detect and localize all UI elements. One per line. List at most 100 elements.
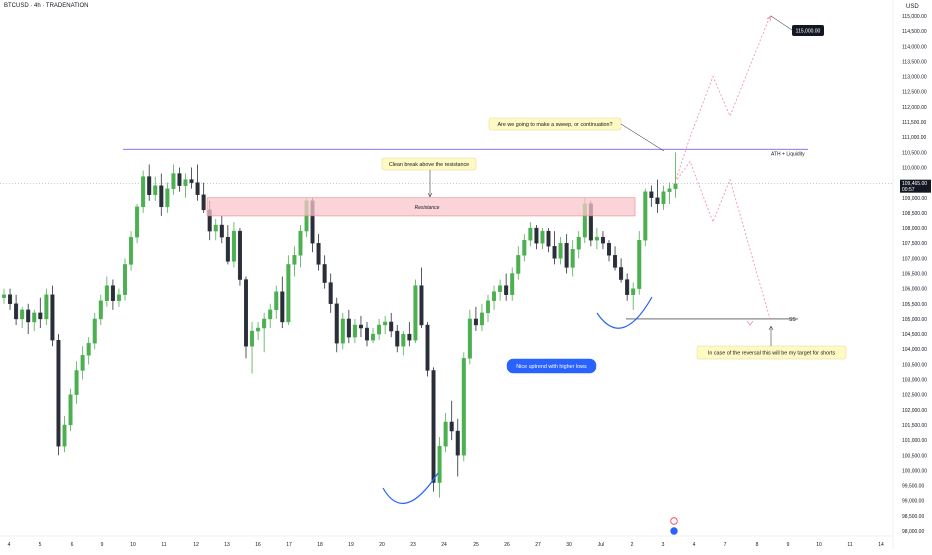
time-tick-label: 19 — [348, 542, 354, 548]
time-tick-label: 11 — [161, 542, 166, 548]
candle-body — [141, 176, 146, 208]
target-price-box — [792, 25, 824, 36]
price-tick-label: 109,000.00 — [902, 196, 927, 202]
candle-body — [274, 291, 279, 311]
candle-body — [110, 285, 115, 301]
time-tick-label: 7 — [724, 542, 727, 548]
price-tick-label: 107,500.00 — [902, 241, 927, 247]
time-tick-label: 25 — [473, 542, 479, 548]
time-tick-label: 18 — [317, 542, 323, 548]
price-tick-label: 111,000.00 — [902, 135, 927, 141]
candle-body — [594, 236, 599, 241]
last-price-countdown: 00:57 — [902, 187, 915, 193]
candle-body — [280, 291, 285, 323]
time-tick-label: 26 — [504, 542, 510, 548]
candle-body — [395, 330, 400, 347]
projection-down-path — [674, 160, 771, 320]
candle-body — [613, 255, 618, 268]
price-tick-label: 110,000.00 — [902, 165, 927, 171]
symbol-title: BTCUSD · 4h · TRADENATION — [4, 3, 89, 9]
time-tick-label: 27 — [535, 542, 541, 548]
time-tick-label: 13 — [224, 542, 230, 548]
candle-body — [389, 321, 394, 332]
candle-body — [667, 188, 672, 192]
candle-body — [401, 333, 406, 347]
zones-layer: Resistance — [206, 197, 636, 217]
projection-up-path — [674, 15, 771, 183]
clean-break-arrowhead — [427, 192, 433, 198]
sweep-question-note: Are we going to make a sweep, or continu… — [488, 117, 622, 131]
candle-body — [607, 243, 612, 256]
price-tick-label: 103,500.00 — [902, 362, 927, 368]
candle-body — [104, 285, 109, 301]
candle-body — [431, 370, 436, 483]
candle-body — [8, 294, 13, 304]
sweep-pointer — [620, 123, 665, 152]
price-tick-label: 101,500.00 — [902, 423, 927, 429]
price-tick-label: 98,500.00 — [902, 514, 924, 520]
annotations-layer: Are we going to make a sweep, or continu… — [381, 15, 847, 535]
price-tick-label: 102,500.00 — [902, 393, 927, 399]
candle-body — [371, 333, 376, 341]
candle-body — [183, 179, 188, 186]
candle-body — [334, 303, 339, 344]
candle-body — [122, 264, 127, 295]
candle-body — [522, 239, 527, 256]
candle-body — [86, 342, 91, 356]
candle-body — [74, 370, 79, 395]
clean-break-note: Clean break above the resistance — [381, 157, 477, 171]
target-price-text: 115,000.00 — [796, 29, 821, 35]
candle-body — [26, 309, 31, 323]
candle-body — [159, 185, 164, 208]
price-tick-label: 104,000.00 — [902, 347, 927, 353]
candle-body — [486, 300, 491, 314]
candle-body — [407, 333, 412, 341]
candle-body — [153, 185, 158, 195]
time-tick-label: 10 — [816, 542, 822, 548]
price-axis[interactable]: 98,000.00 98,500.00 99,000.00 99,500.00 100,… — [892, 0, 931, 550]
price-tick-label: 101,000.00 — [902, 438, 927, 444]
resistance-label: Resistance — [415, 205, 440, 211]
price-tick-label: 105,000.00 — [902, 317, 927, 323]
price-tick-label: 113,500.00 — [902, 59, 927, 65]
candle-body — [32, 312, 37, 323]
price-tick-label: 98,000.00 — [902, 529, 924, 535]
candle-body — [437, 445, 442, 483]
price-tick-label: 114,500.00 — [902, 29, 927, 35]
candle-body — [655, 197, 660, 205]
candle-body — [328, 282, 333, 304]
candle-body — [383, 321, 388, 326]
time-tick-label: 24 — [441, 542, 447, 548]
candle-body — [365, 327, 370, 341]
event-icon-1 — [670, 517, 678, 525]
candle-body — [201, 194, 206, 211]
candles-layer — [0, 152, 893, 498]
candle-body — [225, 236, 230, 262]
time-tick-label: 12 — [193, 542, 199, 548]
candle-body — [649, 191, 654, 198]
levels-layer: ATH + Liquidity SS — [123, 148, 808, 323]
candle-body — [213, 224, 218, 232]
price-tick-label: 106,500.00 — [902, 272, 927, 278]
candle-body — [62, 424, 67, 447]
projections-layer — [382, 15, 772, 504]
time-tick-label: 3 — [662, 542, 665, 548]
price-tick-label: 113,000.00 — [902, 75, 927, 81]
reversal-target-note-text: In case of the reversal this will be my … — [708, 351, 836, 357]
price-tick-label: 100,500.00 — [902, 453, 927, 459]
candle-body — [461, 358, 466, 456]
candle-body — [576, 236, 581, 250]
candle-body — [80, 355, 85, 371]
target-price-tag: 115,000.00 — [792, 25, 824, 36]
candle-body — [177, 173, 182, 186]
candle-body — [231, 230, 236, 262]
sweep-question-note-text: Are we going to make a sweep, or continu… — [497, 122, 612, 128]
candle-body — [195, 182, 200, 195]
time-axis[interactable]: 4 5 6 9 10 11 12 13 16 17 18 19 20 23 24 25 26 27 30 Jul 2 3 4… — [0, 535, 893, 548]
price-tick-label: 103,000.00 — [902, 378, 927, 384]
candle-body — [346, 318, 351, 338]
price-tick-label: 111,500.00 — [902, 120, 927, 126]
ss-label: SS — [789, 317, 796, 323]
